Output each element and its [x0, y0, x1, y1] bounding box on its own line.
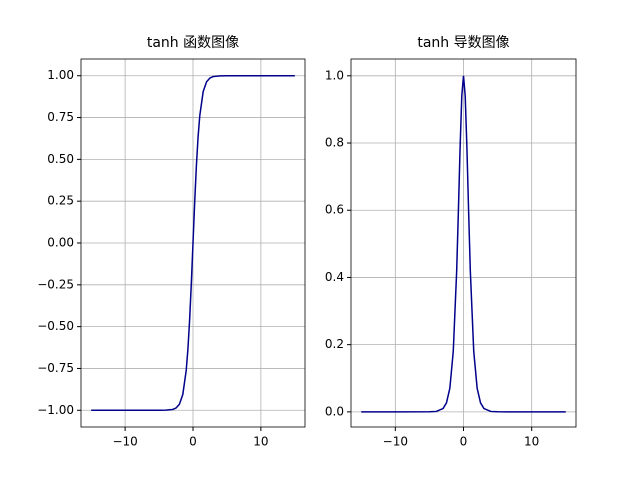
y-tick-label: 0.00: [47, 236, 74, 250]
axes-frame: [350, 58, 577, 428]
chart-title: tanh 函数图像: [147, 35, 239, 51]
y-tick-label: 0.4: [325, 270, 344, 284]
y-tick-label: 0.25: [47, 194, 74, 208]
y-tick-label: 0.6: [325, 203, 344, 217]
x-tick-label: 10: [253, 435, 268, 449]
line-series: [91, 74, 295, 412]
x-tick-label: −10: [383, 435, 408, 449]
y-tick-label: 0.8: [325, 136, 344, 150]
y-tick-label: 0.0: [325, 404, 344, 418]
y-tick-label: −0.25: [37, 277, 74, 291]
x-tick-label: 10: [524, 435, 539, 449]
y-tick-label: −1.00: [37, 403, 74, 417]
y-tick-label: 0.50: [47, 152, 74, 166]
chart-title: tanh 导数图像: [417, 35, 509, 51]
y-tick-label: 1.0: [325, 68, 344, 82]
x-tick-label: −10: [112, 435, 137, 449]
y-tick-label: −0.50: [37, 319, 74, 333]
y-tick-label: −0.75: [37, 361, 74, 375]
y-tick-label: 0.2: [325, 337, 344, 351]
y-tick-label: 0.75: [47, 110, 74, 124]
line-series: [361, 75, 566, 413]
axes-frame: [80, 58, 306, 428]
x-tick-label: 0: [460, 435, 468, 449]
y-tick-label: 1.00: [47, 68, 74, 82]
x-tick-label: 0: [189, 435, 197, 449]
